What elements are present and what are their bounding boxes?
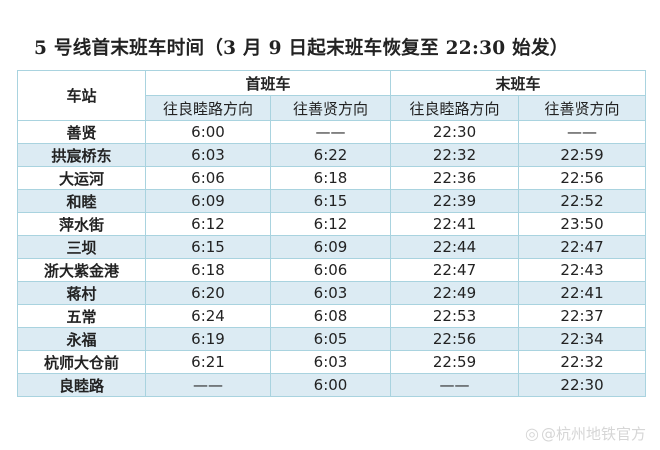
time-cell: 22:53	[390, 304, 520, 328]
table-row: 大运河 6:06 6:18 22:36 22:56	[17, 166, 647, 190]
page-title: 5 号线首末班车时间（3 月 9 日起末班车恢复至 22:30 始发）	[34, 38, 569, 59]
time-cell: 6:18	[145, 258, 271, 282]
first-train-header: 首班车	[144, 70, 392, 96]
time-cell: 22:52	[518, 189, 647, 213]
time-cell: 6:00	[145, 120, 271, 144]
station-name: 杭师大仓前	[17, 350, 146, 374]
table-row: 三坝 6:15 6:09 22:44 22:47	[17, 235, 647, 259]
time-cell: 22:56	[518, 166, 647, 190]
schedule-table: 车站 首班车 末班车 往良睦路方向 往善贤方向 往良睦路方向 往善贤方向 善贤 6…	[17, 70, 647, 397]
time-cell: 22:47	[518, 235, 647, 259]
time-cell: 22:36	[390, 166, 520, 190]
time-cell: 22:32	[390, 143, 520, 167]
time-cell: ——	[518, 120, 647, 144]
time-cell: 22:59	[518, 143, 647, 167]
time-cell: 22:43	[518, 258, 647, 282]
station-name: 大运河	[17, 166, 146, 190]
time-cell: 22:41	[518, 281, 647, 305]
table-row: 拱宸桥东 6:03 6:22 22:32 22:59	[17, 143, 647, 167]
table-row: 和睦 6:09 6:15 22:39 22:52	[17, 189, 647, 213]
time-cell: 22:59	[390, 350, 520, 374]
station-name: 良睦路	[17, 373, 146, 397]
watermark-text: @杭州地铁官方	[540, 425, 646, 443]
watermark: ◎ @杭州地铁官方	[525, 423, 646, 444]
direction-header: 往善贤方向	[269, 95, 392, 121]
direction-header: 往善贤方向	[518, 95, 647, 121]
time-cell: 6:03	[145, 143, 271, 167]
time-cell: ——	[145, 373, 271, 397]
time-cell: 22:49	[390, 281, 520, 305]
table-row: 五常 6:24 6:08 22:53 22:37	[17, 304, 647, 328]
time-cell: 6:03	[269, 350, 392, 374]
time-cell: 6:08	[269, 304, 392, 328]
station-header: 车站	[17, 70, 146, 121]
table-row: 蒋村 6:20 6:03 22:49 22:41	[17, 281, 647, 305]
time-cell: 6:20	[145, 281, 271, 305]
time-cell: 6:03	[269, 281, 392, 305]
time-cell: 6:05	[269, 327, 392, 351]
time-cell: ——	[390, 373, 520, 397]
table-row: 浙大紫金港 6:18 6:06 22:47 22:43	[17, 258, 647, 282]
time-cell: 6:09	[269, 235, 392, 259]
station-name: 蒋村	[17, 281, 146, 305]
table-row: 杭师大仓前 6:21 6:03 22:59 22:32	[17, 350, 647, 374]
time-cell: 6:12	[269, 212, 392, 236]
station-name: 三坝	[17, 235, 146, 259]
time-cell: 6:24	[145, 304, 271, 328]
time-cell: 6:15	[269, 189, 392, 213]
station-name: 永福	[17, 327, 146, 351]
time-cell: 6:15	[145, 235, 271, 259]
station-name: 善贤	[17, 120, 146, 144]
time-cell: 6:09	[145, 189, 271, 213]
time-cell: 22:44	[390, 235, 520, 259]
table-row: 良睦路 —— 6:00 —— 22:30	[17, 373, 647, 397]
time-cell: 22:41	[390, 212, 520, 236]
time-cell: 22:39	[390, 189, 520, 213]
table-row: 善贤 6:00 —— 22:30 ——	[17, 120, 647, 144]
table-row: 永福 6:19 6:05 22:56 22:34	[17, 327, 647, 351]
table-row: 萍水街 6:12 6:12 22:41 23:50	[17, 212, 647, 236]
time-cell: 6:00	[269, 373, 392, 397]
direction-header: 往良睦路方向	[145, 95, 271, 121]
weibo-icon: ◎	[525, 424, 539, 443]
station-name: 和睦	[17, 189, 146, 213]
time-cell: 6:18	[269, 166, 392, 190]
station-name: 浙大紫金港	[17, 258, 146, 282]
time-cell: 22:30	[518, 373, 647, 397]
time-cell: 6:12	[145, 212, 271, 236]
time-cell: 22:30	[390, 120, 520, 144]
time-cell: 22:37	[518, 304, 647, 328]
time-cell: 22:47	[390, 258, 520, 282]
direction-header: 往良睦路方向	[390, 95, 520, 121]
last-train-header: 末班车	[390, 70, 647, 96]
time-cell: 6:21	[145, 350, 271, 374]
time-cell: 6:19	[145, 327, 271, 351]
time-cell: 22:32	[518, 350, 647, 374]
time-cell: ——	[269, 120, 392, 144]
time-cell: 6:22	[269, 143, 392, 167]
station-name: 拱宸桥东	[17, 143, 146, 167]
time-cell: 22:34	[518, 327, 647, 351]
time-cell: 6:06	[145, 166, 271, 190]
time-cell: 22:56	[390, 327, 520, 351]
station-name: 五常	[17, 304, 146, 328]
station-name: 萍水街	[17, 212, 146, 236]
time-cell: 6:06	[269, 258, 392, 282]
time-cell: 23:50	[518, 212, 647, 236]
